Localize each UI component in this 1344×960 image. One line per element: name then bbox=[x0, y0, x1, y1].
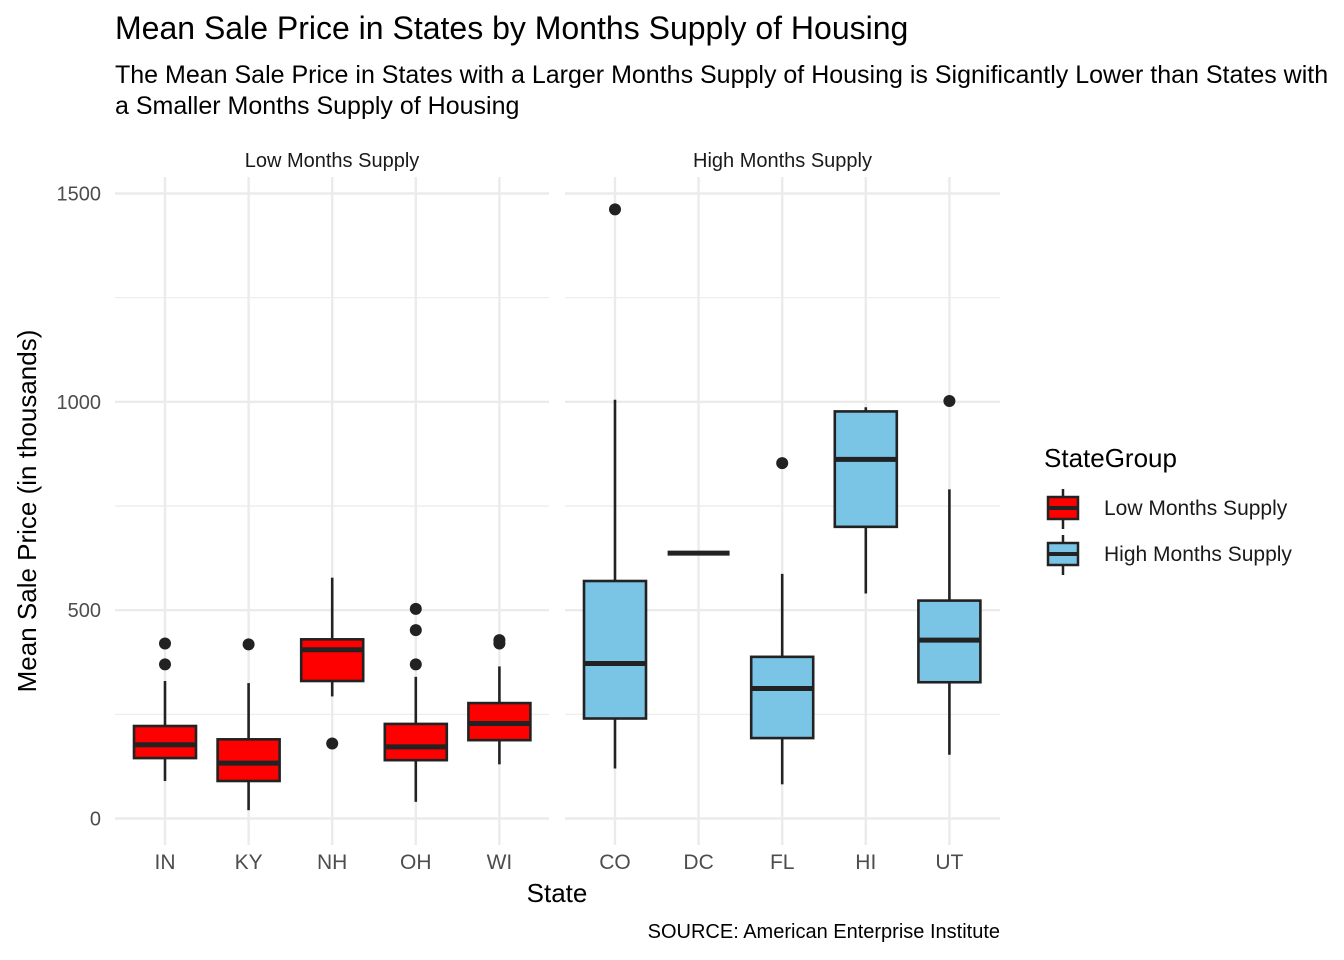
legend-key-low-swatch bbox=[1046, 489, 1080, 529]
chart-subtitle: The Mean Sale Price in States with a Lar… bbox=[115, 61, 1329, 120]
outlier-point bbox=[326, 737, 339, 750]
x-tick-label: HI bbox=[855, 851, 876, 874]
box-HI bbox=[833, 410, 899, 529]
legend-title: StateGroup bbox=[1044, 443, 1177, 473]
y-axis-title: Mean Sale Price (in thousands) bbox=[12, 330, 42, 693]
outlier-point bbox=[493, 634, 506, 647]
outlier-point bbox=[409, 658, 422, 671]
x-axis-title: State bbox=[527, 878, 588, 908]
outlier-point bbox=[159, 637, 171, 650]
y-tick-label: 0 bbox=[90, 809, 101, 831]
boxplot-chart: 0 500 1000 1500 Mean Sale Price (in thousand… bbox=[12, 150, 1000, 908]
legend-item-high-months-supply: High Months Supply bbox=[1044, 535, 1292, 575]
legend-key-low bbox=[1044, 489, 1082, 529]
x-tick-label: UT bbox=[935, 851, 963, 874]
outlier-point bbox=[776, 457, 789, 470]
x-tick-label: OH bbox=[400, 851, 432, 874]
x-tick-label: FL bbox=[770, 851, 795, 874]
x-tick-label: CO bbox=[599, 851, 631, 874]
x-tick-label: IN bbox=[155, 851, 176, 874]
box-CO bbox=[582, 579, 648, 720]
x-tick-label: KY bbox=[235, 851, 263, 874]
x-tick-label: NH bbox=[317, 851, 347, 874]
legend-label-high: High Months Supply bbox=[1104, 543, 1292, 566]
chart-title: Mean Sale Price in States by Months Supp… bbox=[115, 10, 909, 46]
facet-strip-label: High Months Supply bbox=[693, 150, 872, 172]
y-tick-label: 1000 bbox=[57, 392, 102, 414]
box-FL bbox=[749, 655, 815, 740]
outlier-point bbox=[943, 395, 956, 407]
facet-strip-label: Low Months Supply bbox=[245, 150, 420, 172]
box-OH bbox=[383, 722, 449, 762]
box-IN bbox=[132, 724, 198, 760]
chart-caption: SOURCE: American Enterprise Institute bbox=[647, 921, 1000, 943]
legend-key-high bbox=[1044, 535, 1082, 575]
legend-key-high-swatch bbox=[1046, 535, 1080, 575]
outlier-point bbox=[609, 203, 621, 216]
outlier-point bbox=[159, 658, 171, 671]
legend-label-low: Low Months Supply bbox=[1104, 497, 1288, 520]
y-tick-label: 500 bbox=[68, 600, 101, 622]
legend-item-low-months-supply: Low Months Supply bbox=[1044, 489, 1287, 529]
x-tick-label: WI bbox=[487, 851, 513, 874]
outlier-point bbox=[409, 602, 422, 615]
outlier-point bbox=[409, 624, 422, 637]
outlier-point bbox=[242, 638, 255, 651]
x-tick-label: DC bbox=[683, 851, 713, 874]
box-NH bbox=[299, 638, 365, 683]
y-tick-label: 1500 bbox=[57, 184, 102, 206]
box-KY bbox=[216, 738, 281, 783]
